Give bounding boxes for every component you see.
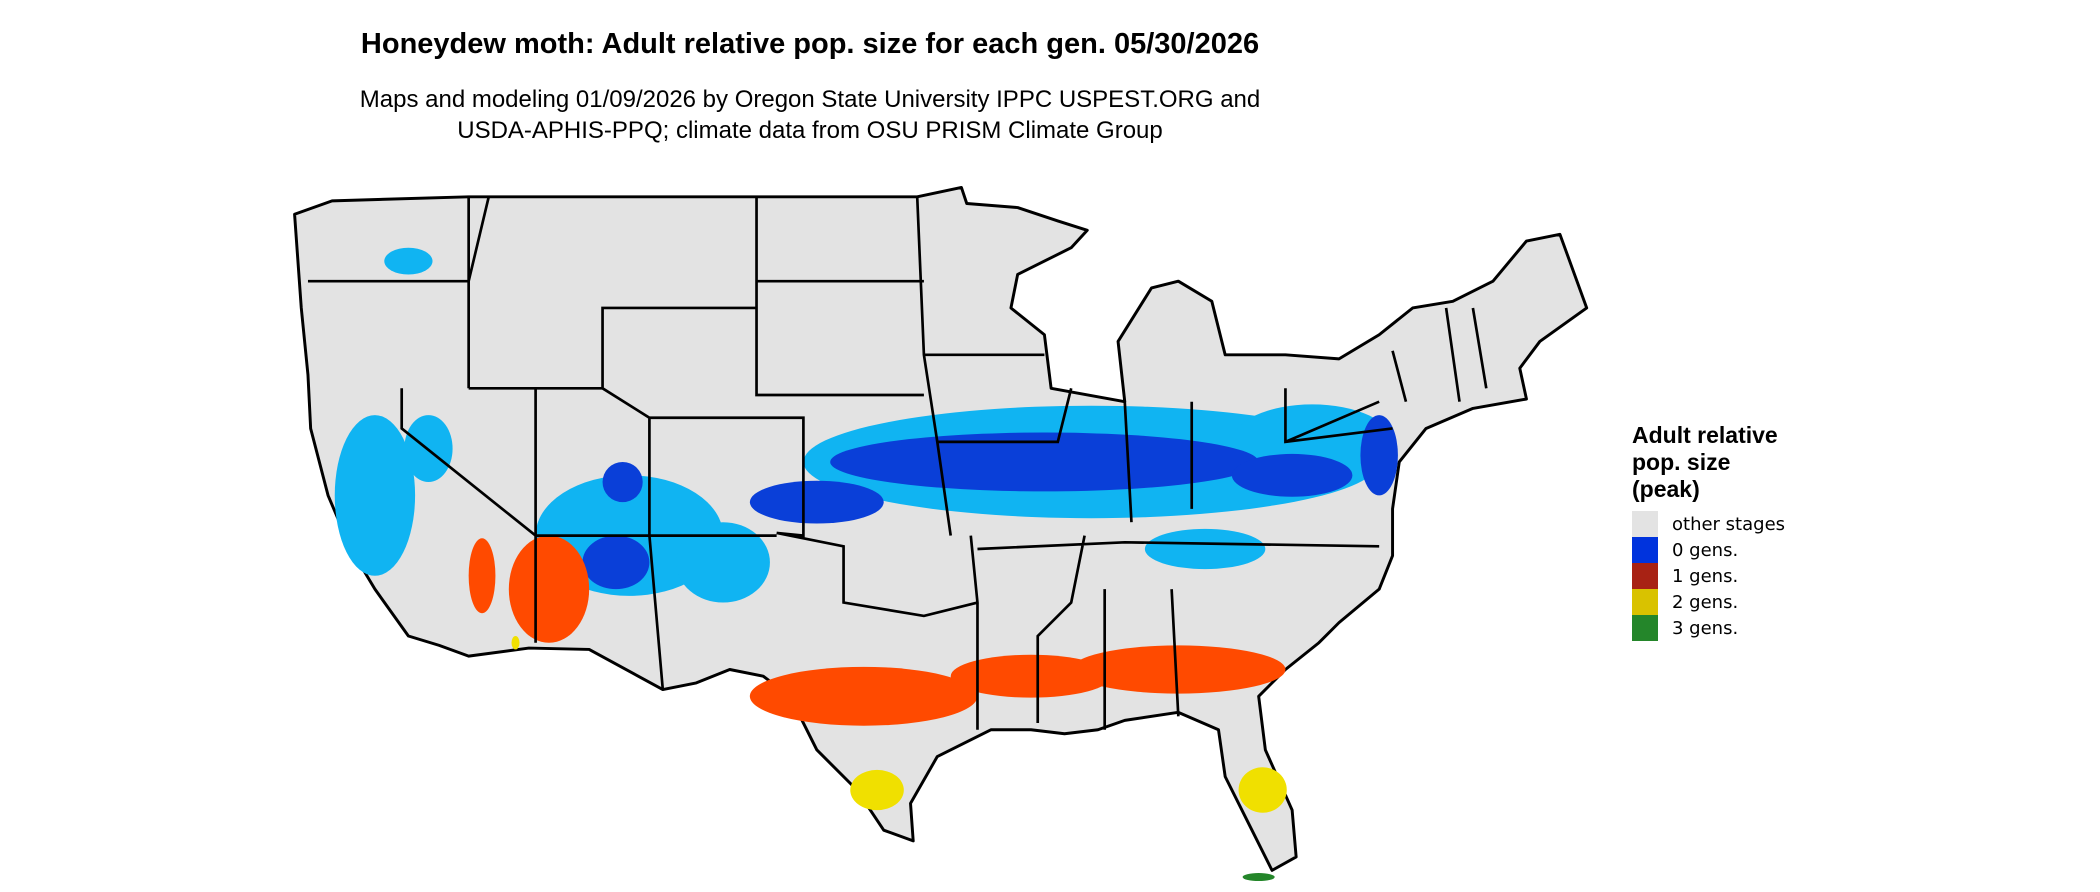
legend-item: 1 gens. [1632, 563, 1785, 589]
zone-2-gens [511, 636, 1287, 813]
legend-item: 3 gens. [1632, 615, 1785, 641]
legend-swatch [1632, 511, 1658, 537]
legend-item: 0 gens. [1632, 537, 1785, 563]
legend-swatch [1632, 615, 1658, 641]
zone-3-gens [1242, 873, 1275, 882]
legend-title-line: Adult relative [1632, 422, 1778, 448]
us-land [293, 185, 1589, 872]
legend: Adult relative pop. size (peak) other st… [1632, 422, 1785, 641]
legend-label: 0 gens. [1672, 539, 1739, 561]
zone-1-gens [468, 535, 1286, 726]
legend-swatch [1632, 537, 1658, 563]
legend-title-line: pop. size [1632, 449, 1731, 475]
state-borders [307, 196, 1488, 730]
legend-label: other stages [1672, 513, 1786, 535]
subtitle-line-2: USDA-APHIS-PPQ; climate data from OSU PR… [457, 117, 1163, 144]
legend-label: 3 gens. [1672, 617, 1739, 639]
map-title: Honeydew moth: Adult relative pop. size … [360, 28, 1260, 60]
legend-label: 1 gens. [1672, 565, 1739, 587]
legend-title-line: (peak) [1632, 476, 1700, 502]
legend-label: 2 gens. [1672, 591, 1739, 613]
legend-item: other stages [1632, 511, 1785, 537]
legend-swatch [1632, 589, 1658, 615]
subtitle-line-1: Maps and modeling 01/09/2026 by Oregon S… [359, 86, 1261, 113]
legend-title: Adult relative pop. size (peak) [1632, 422, 1785, 503]
legend-swatch [1632, 563, 1658, 589]
legend-item: 2 gens. [1632, 589, 1785, 615]
